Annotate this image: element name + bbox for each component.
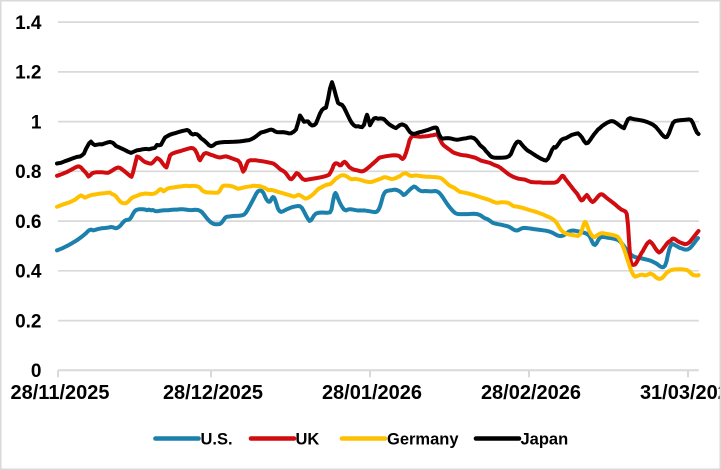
svg-text:0.4: 0.4 — [15, 262, 42, 283]
svg-text:31/03/2026: 31/03/2026 — [640, 382, 721, 404]
svg-text:Germany: Germany — [387, 430, 459, 448]
svg-text:U.S.: U.S. — [201, 430, 233, 448]
svg-text:28/01/2026: 28/01/2026 — [322, 382, 422, 404]
svg-text:0: 0 — [31, 361, 42, 382]
svg-text:1.2: 1.2 — [15, 63, 41, 84]
svg-text:0.6: 0.6 — [15, 212, 41, 233]
svg-text:0.2: 0.2 — [15, 311, 41, 332]
svg-text:1: 1 — [31, 112, 42, 133]
svg-text:Japan: Japan — [521, 430, 569, 448]
svg-text:UK: UK — [296, 430, 320, 448]
svg-text:1.4: 1.4 — [15, 13, 42, 34]
svg-text:0.8: 0.8 — [15, 162, 41, 183]
svg-text:28/12/2025: 28/12/2025 — [163, 382, 263, 404]
svg-text:28/02/2026: 28/02/2026 — [481, 382, 581, 404]
svg-text:28/11/2025: 28/11/2025 — [11, 382, 110, 404]
